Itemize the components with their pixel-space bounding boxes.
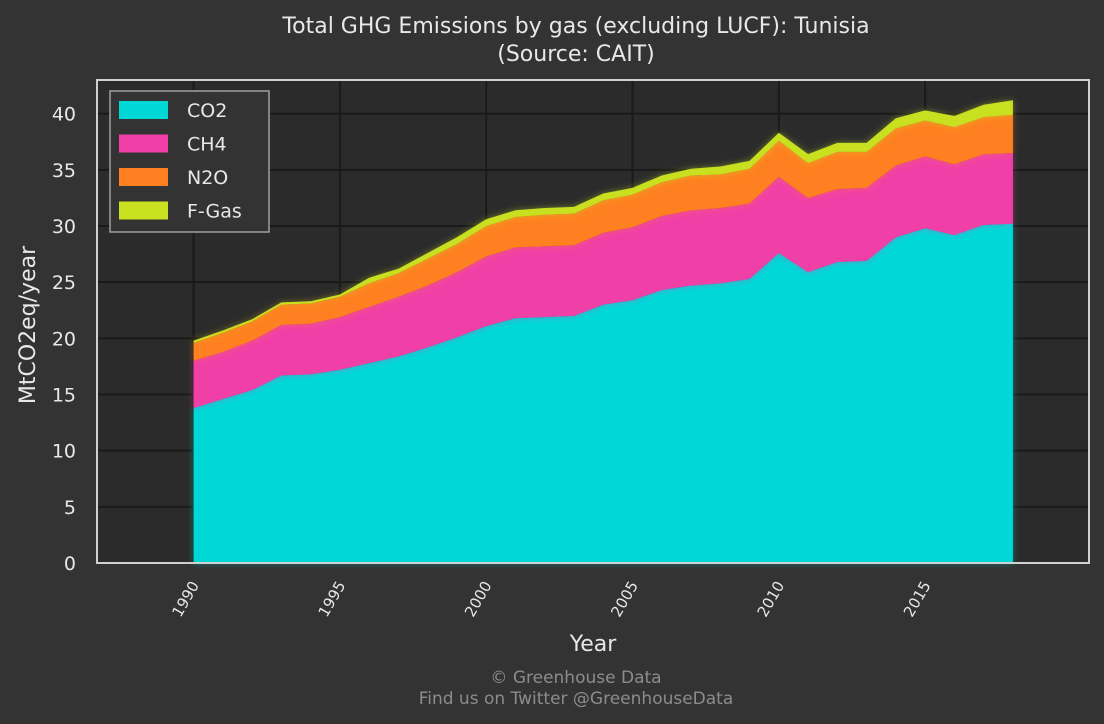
x-tick-label: 2015 [900, 578, 935, 620]
chart-subtitle: (Source: CAIT) [497, 42, 654, 67]
legend-label-n2o: N2O [187, 167, 228, 189]
legend-swatch-ch4 [119, 134, 168, 153]
plot-area [193, 100, 1013, 563]
y-axis: 0 5 10 15 20 25 30 35 40 [52, 104, 76, 575]
y-axis-label: MtCO2eq/year [16, 245, 41, 404]
y-tick-label: 20 [52, 328, 76, 350]
y-tick-label: 0 [64, 553, 76, 575]
y-tick-label: 25 [52, 272, 76, 294]
area-co2 [193, 223, 1013, 563]
x-axis-label: Year [569, 632, 618, 657]
x-tick-label: 2010 [754, 578, 789, 620]
x-tick-label: 2000 [461, 578, 496, 620]
area-f-gas [193, 100, 1013, 343]
y-tick-label: 10 [52, 441, 76, 463]
footer-twitter: Find us on Twitter @GreenhouseData [419, 689, 734, 709]
legend: CO2 CH4 N2O F-Gas [109, 90, 270, 233]
x-axis: 1990 1995 2000 2005 2010 2015 [168, 578, 934, 620]
plot-frame [96, 79, 1090, 564]
x-tick-label: 2005 [607, 578, 642, 620]
chart-title: Total GHG Emissions by gas (excluding LU… [281, 14, 869, 39]
x-tick-label: 1995 [315, 578, 350, 620]
x-tick-label: 1990 [168, 578, 203, 620]
legend-label-co2: CO2 [187, 100, 227, 122]
area-n2o [193, 114, 1013, 361]
area-ch4 [193, 153, 1013, 408]
legend-label-ch4: CH4 [187, 134, 227, 156]
footer-copyright: © Greenhouse Data [490, 668, 661, 688]
y-tick-label: 35 [52, 160, 76, 182]
legend-swatch-co2 [119, 101, 168, 119]
y-tick-label: 5 [64, 497, 76, 519]
y-tick-label: 40 [52, 104, 76, 126]
legend-swatch-n2o [119, 168, 168, 186]
legend-swatch-f-gas [119, 201, 168, 220]
legend-label-f-gas: F-Gas [187, 201, 242, 223]
y-tick-label: 15 [52, 385, 76, 407]
y-tick-label: 30 [52, 216, 76, 238]
